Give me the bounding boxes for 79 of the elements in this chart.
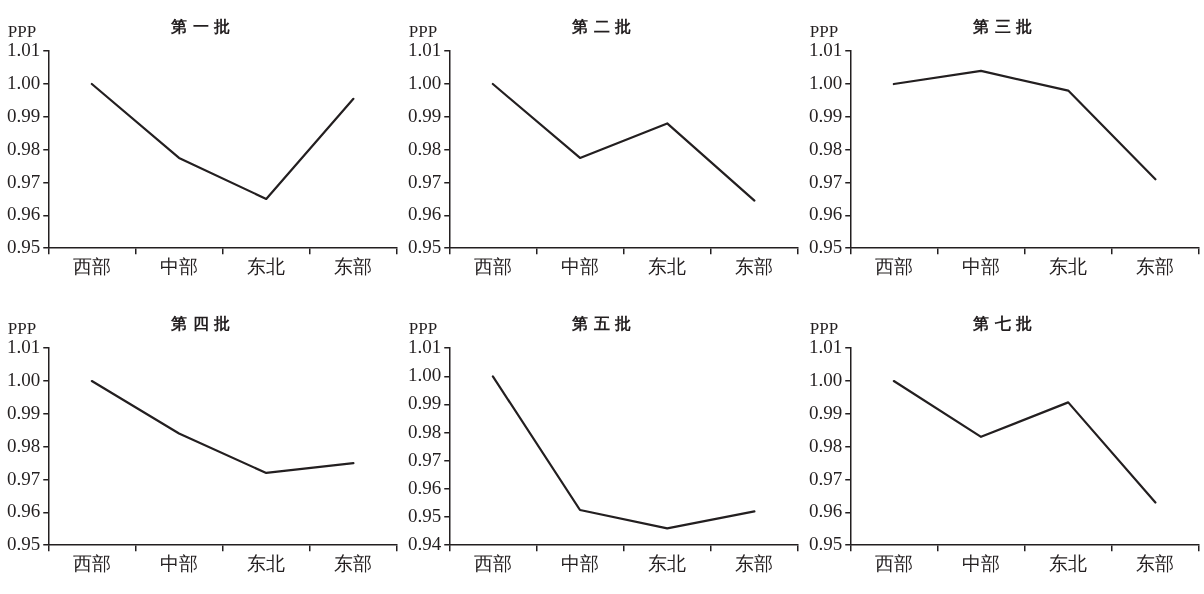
- x-tick-label: 中部: [561, 552, 600, 574]
- x-tick-label: 西部: [874, 255, 913, 277]
- y-tick-label: 0.98: [809, 137, 843, 159]
- y-tick-label: 1.00: [408, 72, 442, 94]
- y-tick-label: 1.00: [7, 72, 41, 94]
- y-tick-label: 1.01: [7, 39, 41, 61]
- x-tick-label: 东北: [247, 255, 286, 277]
- y-tick-label: 0.96: [408, 476, 442, 498]
- x-tick-label: 中部: [160, 255, 199, 277]
- x-tick-label: 西部: [473, 552, 512, 574]
- x-tick-label: 中部: [561, 255, 600, 277]
- y-tick-label: 0.99: [809, 104, 843, 126]
- y-tick-label: 0.96: [7, 500, 41, 522]
- x-tick-label: 东部: [1136, 552, 1175, 574]
- y-tick-label: 0.99: [408, 392, 442, 414]
- y-axis-title: PPP: [408, 22, 438, 42]
- x-tick-label: 东北: [247, 552, 286, 574]
- y-tick-label: 0.96: [809, 203, 843, 225]
- y-axis-title: PPP: [408, 319, 438, 339]
- y-tick-label: 1.01: [408, 336, 442, 358]
- chart-title: 第 七 批: [971, 313, 1033, 333]
- y-tick-label: 0.99: [408, 104, 442, 126]
- x-tick-label: 东部: [334, 255, 373, 277]
- y-tick-label: 1.00: [809, 72, 843, 94]
- x-tick-label: 西部: [874, 552, 913, 574]
- y-tick-label: 1.01: [809, 336, 843, 358]
- x-tick-label: 西部: [473, 255, 512, 277]
- y-tick-label: 0.95: [7, 236, 41, 258]
- y-tick-label: 1.00: [7, 369, 41, 391]
- y-tick-label: 0.99: [809, 401, 843, 423]
- y-tick-label: 0.99: [7, 104, 41, 126]
- chart-title: 第 二 批: [570, 16, 632, 36]
- y-tick-label: 1.00: [408, 364, 442, 386]
- x-tick-label: 东部: [735, 255, 774, 277]
- chart-title: 第 三 批: [971, 16, 1033, 36]
- y-tick-label: 1.01: [408, 39, 442, 61]
- y-axis-title: PPP: [7, 22, 37, 42]
- y-tick-label: 0.97: [7, 467, 41, 489]
- y-tick-label: 0.97: [809, 170, 843, 192]
- x-tick-label: 东北: [648, 552, 687, 574]
- y-tick-label: 0.97: [809, 467, 843, 489]
- x-tick-label: 中部: [962, 255, 1001, 277]
- y-tick-label: 0.95: [809, 533, 843, 555]
- y-tick-label: 0.98: [7, 137, 41, 159]
- y-tick-label: 0.99: [7, 401, 41, 423]
- y-tick-label: 0.98: [408, 420, 442, 442]
- y-tick-label: 0.98: [809, 434, 843, 456]
- y-tick-label: 0.95: [408, 505, 442, 527]
- y-axis-title: PPP: [809, 319, 839, 339]
- x-tick-label: 西部: [72, 552, 111, 574]
- x-tick-label: 东部: [1136, 255, 1175, 277]
- y-axis-title: PPP: [7, 319, 37, 339]
- x-tick-label: 西部: [72, 255, 111, 277]
- y-tick-label: 0.97: [7, 170, 41, 192]
- chart-title: 第 一 批: [169, 16, 231, 36]
- x-tick-label: 中部: [962, 552, 1001, 574]
- y-tick-label: 0.98: [408, 137, 442, 159]
- x-tick-label: 东部: [334, 552, 373, 574]
- y-tick-label: 0.94: [408, 533, 442, 555]
- y-tick-label: 0.95: [408, 236, 442, 258]
- y-tick-label: 0.96: [408, 203, 442, 225]
- y-tick-label: 0.97: [408, 448, 442, 470]
- y-tick-label: 0.95: [809, 236, 843, 258]
- chart-title: 第 四 批: [169, 313, 231, 333]
- x-tick-label: 东部: [735, 552, 774, 574]
- y-tick-label: 0.98: [7, 434, 41, 456]
- y-tick-label: 1.01: [7, 336, 41, 358]
- x-tick-label: 东北: [1049, 255, 1088, 277]
- chart-title: 第 五 批: [570, 313, 632, 333]
- y-axis-title: PPP: [809, 22, 839, 42]
- x-tick-label: 东北: [648, 255, 687, 277]
- y-tick-label: 0.96: [7, 203, 41, 225]
- y-tick-label: 0.97: [408, 170, 442, 192]
- y-tick-label: 0.96: [809, 500, 843, 522]
- y-tick-label: 0.95: [7, 533, 41, 555]
- y-tick-label: 1.00: [809, 369, 843, 391]
- y-tick-label: 1.01: [809, 39, 843, 61]
- x-tick-label: 东北: [1049, 552, 1088, 574]
- x-tick-label: 中部: [160, 552, 199, 574]
